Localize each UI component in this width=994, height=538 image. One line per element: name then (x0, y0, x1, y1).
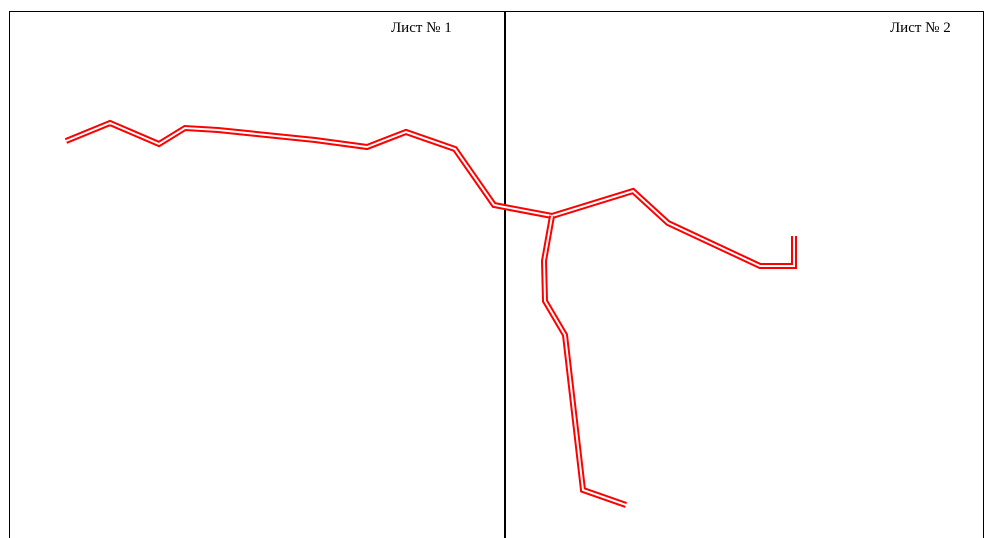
map-frame (9, 11, 984, 538)
sheet-1-label: Лист № 1 (391, 20, 452, 36)
sheet-divider (504, 11, 506, 538)
sheet-2-label: Лист № 2 (890, 20, 951, 36)
